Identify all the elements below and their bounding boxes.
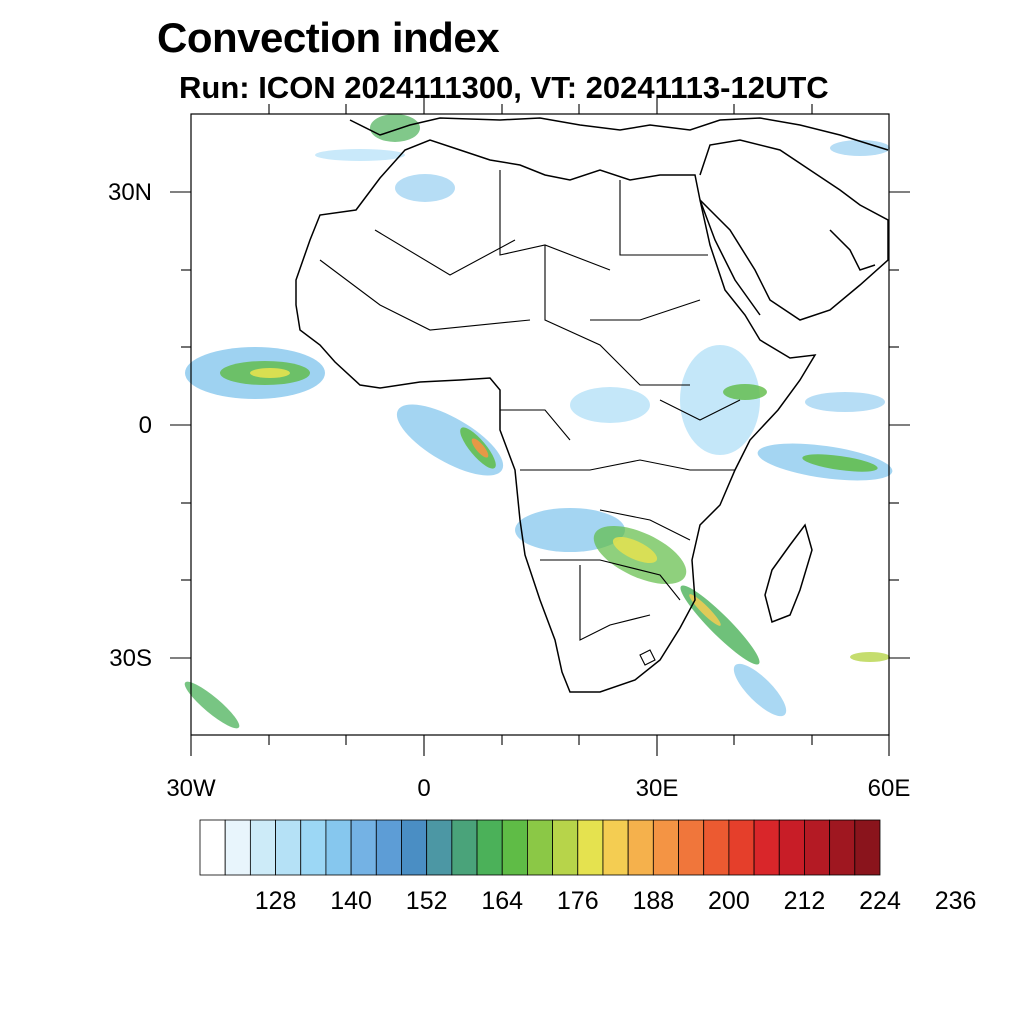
chart-subtitle: Run: ICON 2024111300, VT: 20241113-12UTC [179,70,829,105]
colorbar-swatch [602,819,629,876]
colorbar-swatch [728,819,755,876]
colorbar-swatch [652,819,679,876]
colorbar-label: 212 [783,887,826,915]
border-segment [319,259,531,331]
europe-coastline [349,117,889,151]
border-segment [659,399,741,421]
colorbar-swatch [627,819,654,876]
convection-area-mozambique-core [689,594,721,626]
convection-area-sahara [395,174,455,202]
colorbar-swatch [451,819,478,876]
colorbar-label: 188 [632,887,675,915]
map-frame [190,113,890,736]
colorbar-swatch [375,819,402,876]
convection-area-mid-north [315,149,405,161]
colorbar-swatch [275,819,302,876]
convection-area-southeast [733,663,787,717]
country-borders [319,170,741,666]
colorbar-label: 176 [556,887,599,915]
colorbar-swatch [552,819,579,876]
colorbar-swatch [501,819,528,876]
border-segment [500,409,571,441]
chart-title: Convection index [157,14,500,61]
colorbar-swatch [778,819,805,876]
border-segment [590,299,701,321]
convection-fields [184,114,893,729]
convection-area-madagascar-east [850,652,890,662]
africa-coastline [295,139,817,693]
colorbar [199,819,881,876]
colorbar-label: 164 [481,887,524,915]
colorbar-swatch [224,819,251,876]
convection-area-iran [830,140,890,156]
colorbar-swatch [426,819,453,876]
border-segment [374,229,516,276]
colorbar-label: 236 [934,887,977,915]
colorbar-swatch [350,819,377,876]
colorbar-label: 200 [708,887,750,915]
colorbar-swatch [753,819,780,876]
colorbar-swatch [829,819,856,876]
lon-label-30w: 30W [166,775,216,802]
border-segment [520,459,735,471]
convection-area-arabian-sea [805,392,885,412]
colorbar-label: 224 [859,887,901,915]
border-segment [619,180,708,256]
convection-area-guinea-peak [471,438,489,458]
colorbar-swatch [703,819,730,876]
border-segment [544,245,690,386]
lat-label-0: 0 [138,412,152,439]
persian-gulf [829,229,876,271]
border-segment [540,559,681,601]
lat-label-30s: 30S [109,645,152,672]
colorbar-label: 152 [405,887,448,915]
colorbar-swatch [476,819,503,876]
lon-label-60e: 60E [867,775,911,802]
colorbar-swatch [199,819,226,876]
colorbar-swatch [527,819,553,876]
border-segment [599,509,691,541]
red-sea [699,199,761,316]
convection-area-central-africa [570,387,650,423]
lon-label-0: 0 [417,775,431,802]
border-segment [499,170,611,271]
border-segment [579,565,651,641]
lat-label-30n: 30N [107,179,152,206]
convection-area-mediterranean [370,114,420,142]
convection-area-east-africa [680,345,760,455]
axis-ticks [170,95,910,756]
lon-label-30e: 30E [635,775,679,802]
colorbar-swatch [854,819,881,876]
colorbar-swatch [678,819,705,876]
convection-area-south-atlantic [184,681,240,729]
convection-area-guinea [396,404,504,476]
colorbar-swatch [325,819,352,876]
colorbar-label: 128 [254,887,297,915]
coastlines [295,117,889,693]
colorbar-label: 140 [330,887,372,915]
convection-area-horn [723,384,767,400]
convection-area-indian-ocean-core [802,454,878,472]
colorbar-swatch [300,819,327,876]
convection-area-zambia-core [612,536,658,564]
colorbar-swatch [577,819,604,876]
colorbar-swatch [804,819,831,876]
madagascar-coastline [764,523,813,624]
arabia-coastline [699,139,889,321]
colorbar-swatch [249,819,276,876]
colorbar-swatch [401,819,428,876]
convection-area-west-atlantic-peak [250,368,290,378]
border-segment [639,649,656,666]
